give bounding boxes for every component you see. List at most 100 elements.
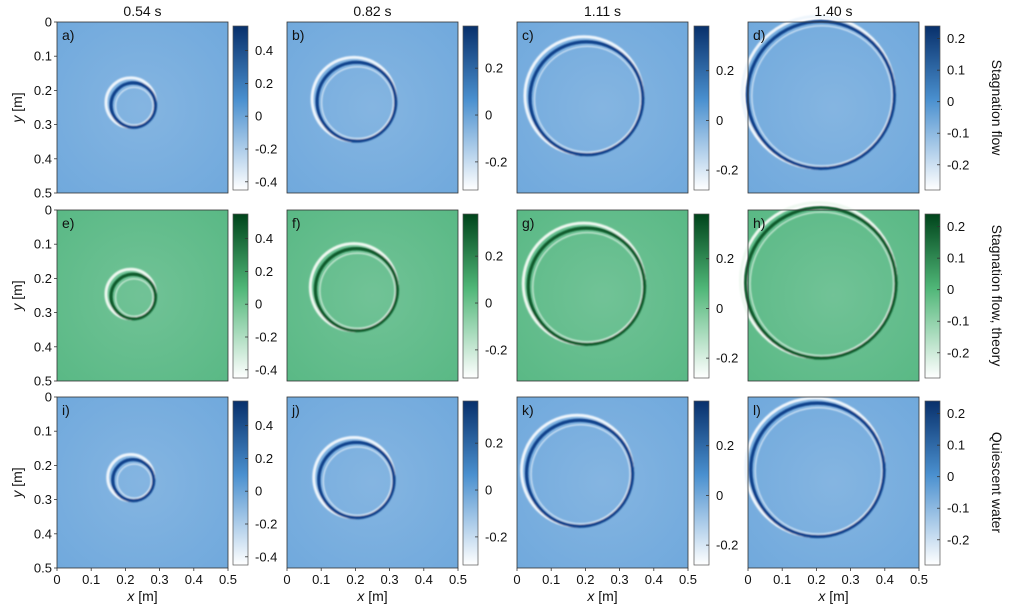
heatmap-background [57, 210, 228, 381]
wave-ring-secondary [320, 66, 394, 140]
panel-frame [516, 209, 689, 382]
colorbar-tick-label: 0 [947, 94, 954, 109]
panel-label: l) [753, 402, 761, 418]
colorbar-tick-label: 0 [716, 301, 723, 316]
y-tick-label: 0.2 [34, 458, 52, 473]
wave-ring-trough [109, 272, 158, 321]
y-axis-variable: y [9, 115, 25, 124]
wave-ring-trough [524, 418, 635, 528]
y-tick-label: 0 [45, 203, 52, 218]
y-axis-unit: [m] [9, 280, 25, 303]
colorbar-tick-label: 0.2 [947, 31, 965, 46]
colorbar-tick-label: -0.2 [485, 529, 507, 544]
heatmap-background [517, 22, 688, 193]
panel-frame [56, 21, 229, 194]
wave-ring-secondary [114, 86, 154, 126]
colorbar-tick-label: -0.2 [255, 330, 277, 345]
wave-ring-trough [313, 247, 400, 333]
x-tick-label: 0.2 [346, 572, 364, 587]
x-tick-label: 0.5 [679, 572, 697, 587]
y-axis-unit: [m] [9, 467, 25, 490]
colorbar-tick-label: -0.4 [255, 549, 277, 564]
y-tick-label: 0.3 [34, 117, 52, 132]
panel-frame [747, 209, 920, 382]
colorbar-tick-label: 0.1 [947, 251, 965, 266]
colorbar-tick-label: -0.1 [947, 126, 969, 141]
colorbar-tick-label: 0.2 [255, 451, 273, 466]
y-tick-label: 0.4 [34, 151, 52, 166]
colorbar-tick-label: 0 [716, 488, 723, 503]
y-tick-label: 0.1 [34, 49, 52, 64]
panel-frame [286, 21, 459, 194]
colorbar-tick-label: 0 [485, 483, 492, 498]
heatmap-background [748, 397, 919, 568]
colorbar [924, 25, 941, 191]
heatmap-background [748, 210, 919, 381]
y-tick-label: 0.3 [34, 492, 52, 507]
colorbar [693, 25, 710, 191]
panel-label: f) [292, 215, 301, 231]
colorbar-tick-label: 0 [716, 113, 723, 128]
heatmap-panel [56, 396, 229, 569]
wave-ring-trough [317, 440, 396, 520]
heatmap-panel [516, 21, 689, 194]
x-tick-label: 0.1 [542, 572, 560, 587]
panel-label: b) [292, 27, 304, 43]
colorbar-tick-label: -0.4 [255, 362, 277, 377]
panel-label: g) [522, 215, 534, 231]
wave-ring-trough [743, 205, 898, 360]
colorbar-tick-label: -0.2 [485, 154, 507, 169]
wave-ring-secondary [530, 424, 631, 525]
wave-ring-trough [111, 457, 156, 503]
x-axis-variable: x [126, 588, 135, 604]
wave-ring-secondary [114, 278, 154, 317]
panel-label: i) [62, 402, 70, 418]
y-axis-variable: y [9, 490, 25, 499]
colorbar-tick-label: 0.1 [947, 63, 965, 78]
colorbar [693, 400, 710, 566]
column-time-label: 0.82 s [353, 3, 391, 19]
y-tick-label: 0.5 [34, 374, 52, 389]
colorbar-tick-label: 0.2 [716, 251, 734, 266]
colorbar-tick-label: -0.2 [255, 142, 277, 157]
colorbar-tick-label: 0.2 [485, 436, 503, 451]
colorbar-tick-label: -0.1 [947, 314, 969, 329]
x-tick-label: 0.5 [449, 572, 467, 587]
y-axis-unit: [m] [9, 92, 25, 115]
column-time-label: 0.54 s [123, 3, 161, 19]
colorbar-tick-label: -0.2 [255, 517, 277, 532]
panel-frame [516, 396, 689, 569]
colorbar [693, 213, 710, 379]
heatmap-panel [56, 209, 229, 382]
x-tick-label: 0.4 [415, 572, 433, 587]
panel-label: j) [291, 402, 300, 418]
x-tick-label: 0.4 [876, 572, 894, 587]
x-tick-label: 0.4 [185, 572, 203, 587]
colorbar-tick-label: -0.1 [947, 501, 969, 516]
colorbar-tick-label: 0 [255, 109, 262, 124]
heatmap-panel [286, 209, 459, 382]
column-time-label: 1.11 s [584, 3, 621, 19]
panel-frame [286, 396, 459, 569]
wave-ring-secondary [754, 406, 883, 535]
heatmap-background [57, 22, 228, 193]
y-axis-label: y [m] [9, 92, 25, 123]
colorbar-tick-label: -0.2 [716, 351, 738, 366]
colorbar-tick-label: -0.2 [485, 342, 507, 357]
x-axis-label: x [m] [817, 588, 848, 604]
x-tick-label: 0.2 [576, 572, 594, 587]
colorbar-tick-label: 0 [255, 484, 262, 499]
panel-label: k) [522, 402, 534, 418]
y-axis-variable: y [9, 303, 25, 312]
x-tick-label: 0.4 [645, 572, 663, 587]
wave-ring-trough [315, 60, 398, 143]
x-tick-label: 0 [744, 572, 751, 587]
wave-ring-secondary [532, 231, 643, 343]
wave-ring-trough [745, 19, 896, 170]
heatmap-background [57, 397, 228, 568]
wave-ring-secondary [319, 252, 396, 329]
x-tick-label: 0.2 [807, 572, 825, 587]
panel-frame [516, 21, 689, 194]
x-axis-variable: x [817, 588, 826, 604]
row-label: Stagnation flow [989, 60, 1005, 157]
